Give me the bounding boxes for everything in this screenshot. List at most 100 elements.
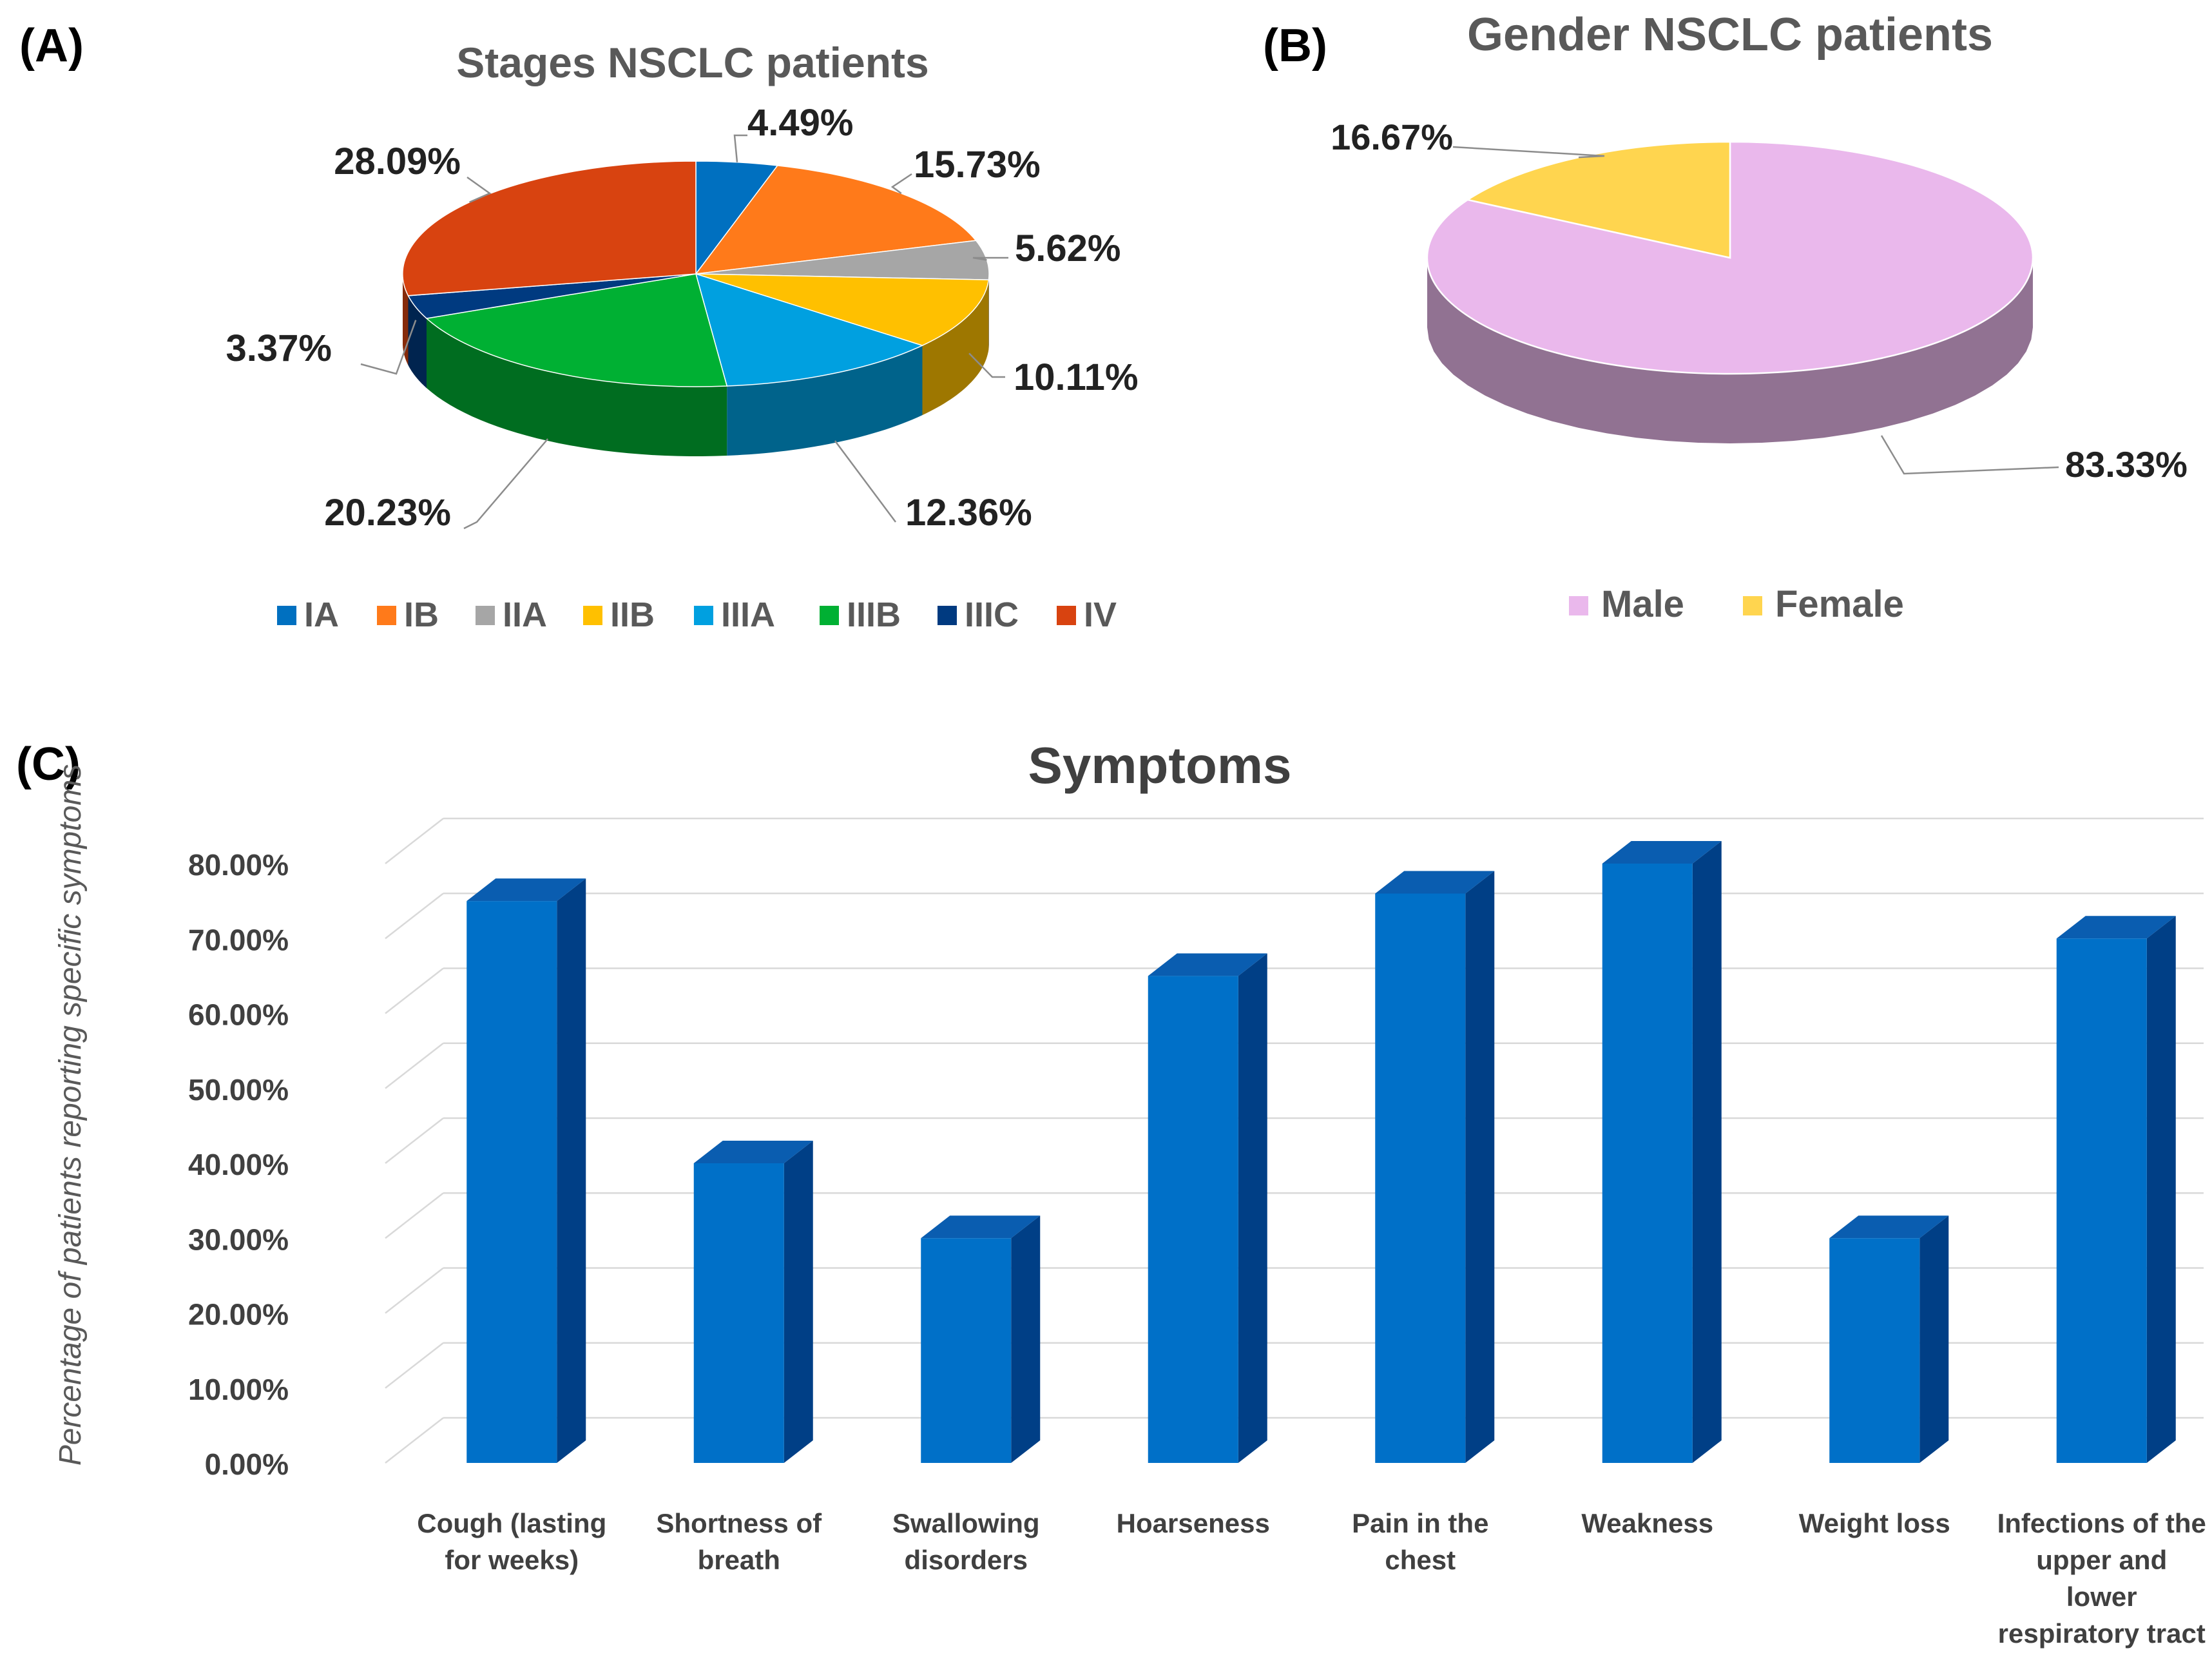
bar-side (1011, 1215, 1041, 1463)
legend-swatch-female (1743, 596, 1762, 615)
value-label-iiic: 3.37% (226, 327, 332, 369)
side-iiic (408, 295, 427, 389)
x-tick-label: Cough (lasting (417, 1508, 606, 1538)
bar-side (2146, 916, 2176, 1463)
y-tick-label: 70.00% (188, 923, 289, 956)
legend-label-iia: IIA (503, 595, 547, 634)
slice-iib[interactable] (695, 273, 990, 346)
stages-pie-chart: Stages NSCLC patients 4.49% 15.73% 5.62% 10.… (226, 39, 1139, 634)
value-label-ib: 15.73% (914, 144, 1041, 186)
value-label-ia: 4.49% (747, 102, 853, 144)
value-label-male: 83.33% (2065, 444, 2188, 485)
side-iia (988, 274, 989, 350)
bar-top (1602, 841, 1722, 864)
legend-label-iiib: IIIB (847, 595, 901, 634)
side-male (1427, 258, 2033, 443)
y-tick-label: 20.00% (188, 1298, 289, 1331)
chart-title: Symptoms (1028, 737, 1292, 794)
x-tick-label: chest (1385, 1545, 1456, 1575)
x-tick-label: disorders (905, 1545, 1028, 1575)
x-tick-label: upper and (2036, 1545, 2167, 1575)
slice-iiia[interactable] (695, 273, 924, 387)
panel-b-letter: (B) (1263, 20, 1327, 72)
slice-iia[interactable] (695, 240, 990, 280)
legend: IA IB IIA IIB IIIA IIIB IIIC IV (277, 595, 1117, 634)
x-tick-label: Weight loss (1799, 1508, 1950, 1538)
gridline-side (385, 1192, 444, 1239)
leader-line-iiib (463, 438, 549, 530)
bar-side (1238, 953, 1267, 1463)
bar-top (466, 878, 586, 902)
side-iib (922, 280, 989, 416)
leader-line-ib (890, 173, 912, 195)
chart-title: Stages NSCLC patients (456, 39, 928, 86)
gridline-side (385, 893, 444, 940)
legend-label-female: Female (1775, 583, 1904, 625)
slice-iiib[interactable] (425, 273, 728, 387)
slice-iv[interactable] (402, 160, 697, 296)
x-tick-label: lower (2066, 1582, 2137, 1612)
y-tick-label: 60.00% (188, 998, 289, 1032)
side-iiib (427, 318, 727, 456)
legend-swatch-iia (476, 606, 495, 625)
x-tick-label: Hoarseness (1117, 1508, 1270, 1538)
gridline-side (385, 818, 444, 864)
legend-swatch-ib (377, 606, 396, 625)
gridline-side (385, 1417, 444, 1464)
gridline-side (385, 1117, 444, 1164)
bar[interactable] (466, 901, 557, 1463)
legend-swatch-iib (583, 606, 602, 625)
bar-top (693, 1141, 813, 1163)
bar-side (1919, 1215, 1949, 1463)
bar[interactable] (1148, 976, 1238, 1463)
bar-top (1829, 1215, 1949, 1239)
y-tick-label: 0.00% (205, 1447, 289, 1481)
x-tick-label: Pain in the (1352, 1508, 1488, 1538)
y-tick-label: 10.00% (188, 1373, 289, 1406)
leader-line-iiic (360, 320, 417, 375)
x-tick-label: Weakness (1581, 1508, 1713, 1538)
value-label-iv: 28.09% (334, 140, 461, 182)
bar[interactable] (1829, 1238, 1920, 1463)
bar-top (2056, 916, 2176, 939)
legend-label-male: Male (1601, 583, 1684, 625)
bar-side (557, 878, 586, 1463)
legend-swatch-iiia (694, 606, 713, 625)
leader-line-iv (466, 176, 492, 203)
bar-side (784, 1141, 813, 1463)
legend-label-ia: IA (304, 595, 339, 634)
bar-top (921, 1215, 1041, 1239)
leader-line-ia (733, 134, 747, 162)
leader-line-iiia (834, 440, 897, 523)
leader-line-female (1452, 146, 1605, 159)
legend-swatch-iiic (938, 606, 957, 625)
slice-female[interactable] (1465, 140, 1731, 259)
leader-line-male (1880, 435, 2059, 475)
legend-label-iv: IV (1084, 595, 1117, 634)
x-tick-label: Shortness of (656, 1508, 822, 1538)
value-label-iiia: 12.36% (905, 492, 1032, 534)
legend-swatch-ia (277, 606, 296, 625)
bar[interactable] (693, 1163, 784, 1463)
x-tick-label: respiratory tract (1998, 1618, 2206, 1649)
gridline-side (385, 967, 444, 1014)
side-iiia (727, 345, 923, 456)
x-tick-label: breath (698, 1545, 780, 1575)
bar[interactable] (1602, 864, 1693, 1463)
value-label-iiib: 20.23% (324, 492, 451, 534)
gender-pie-chart: Gender NSCLC patients 83.33% 16.67% Male Fem… (1331, 9, 2188, 625)
x-tick-label: Swallowing (892, 1508, 1040, 1538)
legend-swatch-iiib (820, 606, 839, 625)
legend-label-iiia: IIIA (721, 595, 775, 634)
bar-top (1375, 871, 1495, 894)
x-tick-label: for weeks) (445, 1545, 579, 1575)
y-axis-label: Percentage of patients reporting specifi… (53, 764, 88, 1466)
bar[interactable] (2056, 938, 2147, 1463)
bar[interactable] (1375, 893, 1466, 1464)
y-tick-label: 30.00% (188, 1223, 289, 1256)
bar-side (1465, 871, 1495, 1463)
bar[interactable] (921, 1238, 1012, 1463)
bar-top (1148, 953, 1267, 976)
y-tick-label: 80.00% (188, 848, 289, 882)
